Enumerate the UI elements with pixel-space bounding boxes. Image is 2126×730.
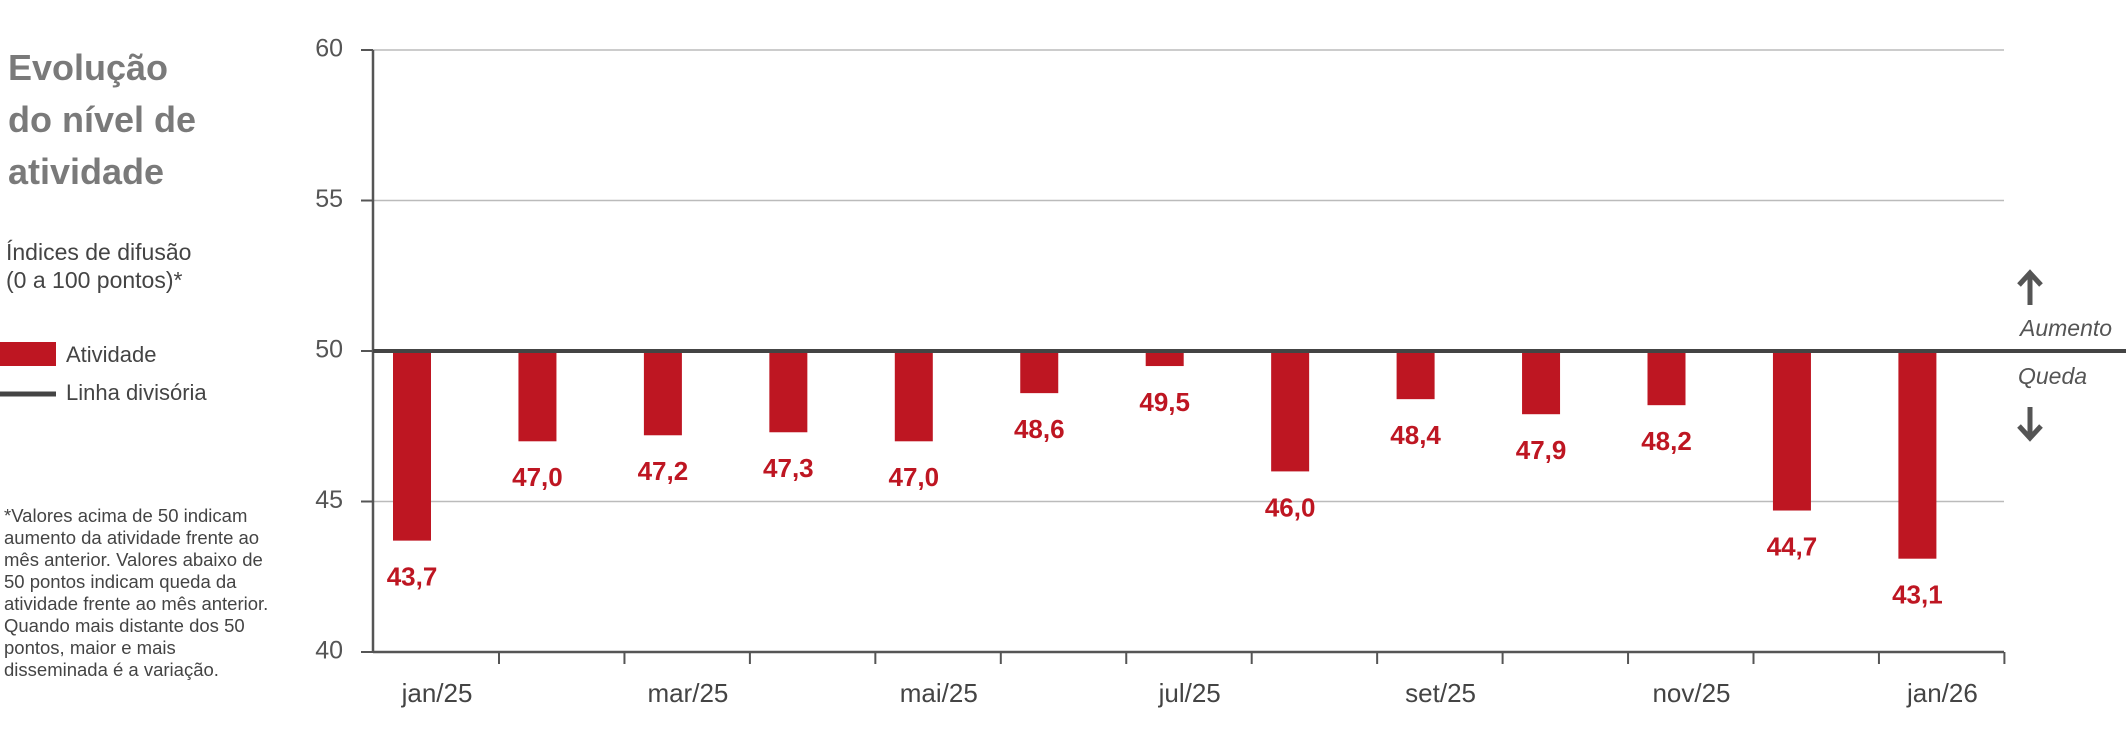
bar: [1772, 351, 1811, 511]
annotation: Aumento: [2018, 315, 2112, 341]
value-label: 48,2: [1641, 426, 1692, 456]
x-tick-label: jan/25: [401, 678, 473, 708]
value-label: 49,5: [1139, 387, 1190, 417]
arrow-up: [2017, 269, 2043, 305]
footnote: *Valores acima de 50 indicam aumento da …: [4, 505, 269, 680]
value-label: 48,6: [1014, 414, 1065, 444]
value-label: 44,7: [1767, 531, 1818, 561]
bar: [1898, 351, 1937, 559]
bar: [518, 351, 557, 442]
annotation: Queda: [2018, 363, 2087, 389]
bar: [1522, 351, 1561, 415]
value-label: 46,0: [1265, 492, 1316, 522]
value-label: 47,3: [763, 453, 814, 483]
x-tick-label: set/25: [1405, 678, 1476, 708]
x-tick-label: mar/25: [647, 678, 728, 708]
arrow-down: [2017, 407, 2043, 442]
value-label: 47,2: [638, 456, 689, 486]
legend-swatch: [0, 342, 56, 366]
value-label: 43,1: [1892, 580, 1943, 610]
bar: [1145, 351, 1184, 367]
value-label: 47,0: [888, 462, 939, 492]
bar: [393, 351, 431, 541]
bar: [1271, 351, 1310, 472]
y-tick-label: 45: [315, 486, 343, 514]
bar: [769, 351, 808, 433]
bar: [1396, 351, 1435, 400]
y-tick-label: 40: [315, 637, 343, 665]
bar: [643, 351, 682, 436]
x-tick-label: jul/25: [1158, 678, 1221, 708]
bar: [894, 351, 933, 442]
bar: [1020, 351, 1059, 394]
value-label: 47,9: [1516, 435, 1567, 465]
chart-subtitle: Índices de difusão (0 a 100 pontos)*: [6, 239, 192, 293]
value-label: 43,7: [387, 562, 438, 592]
legend-label: Linha divisória: [66, 380, 207, 405]
value-label: 47,0: [512, 462, 563, 492]
x-tick-label: jan/26: [1906, 678, 1978, 708]
y-tick-label: 50: [315, 336, 343, 364]
chart-title: Evolução do nível de atividade: [8, 47, 197, 192]
bar: [1647, 351, 1686, 406]
legend-label: Atividade: [66, 342, 157, 367]
y-tick-label: 55: [315, 185, 343, 213]
y-tick-label: 60: [315, 35, 343, 63]
value-label: 48,4: [1390, 420, 1441, 450]
x-tick-label: mai/25: [900, 678, 978, 708]
x-tick-label: nov/25: [1652, 678, 1730, 708]
